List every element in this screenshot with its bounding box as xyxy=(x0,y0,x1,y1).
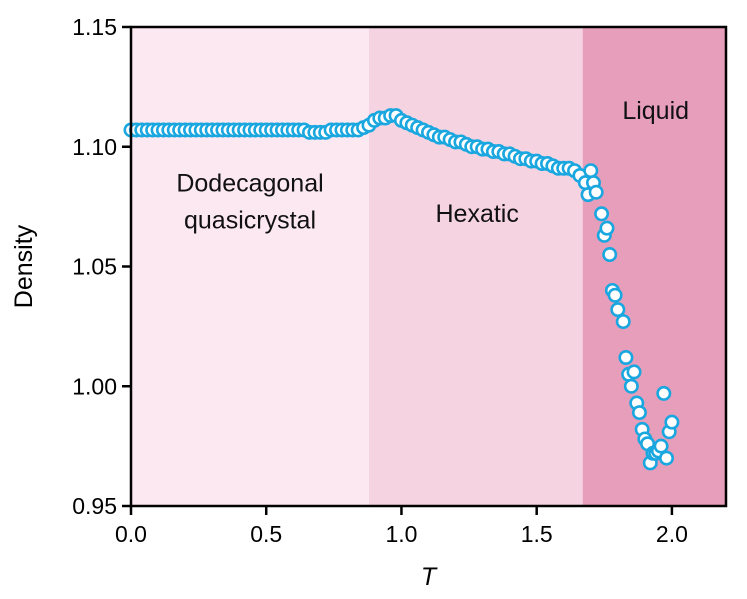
data-point xyxy=(623,378,639,394)
data-point xyxy=(626,364,642,380)
data-point xyxy=(618,350,634,366)
x-tick-label: 1.0 xyxy=(385,521,417,547)
data-point xyxy=(664,414,680,430)
data-point xyxy=(602,247,618,263)
data-point xyxy=(588,184,604,200)
data-point xyxy=(656,385,672,401)
region-label-1-line-0: Hexatic xyxy=(435,200,518,228)
x-axis-ticks: 0.0 0.5 1.0 1.5 2.0 xyxy=(115,506,688,547)
y-tick-label: 0.95 xyxy=(72,493,117,519)
region-hexatic xyxy=(369,27,583,506)
x-tick-label: 2.0 xyxy=(656,521,688,547)
data-point xyxy=(658,450,674,466)
data-point xyxy=(594,206,610,222)
region-dodecagonal-quasicrystal xyxy=(131,27,369,506)
y-axis-label: Density xyxy=(10,224,38,308)
y-tick-label: 1.00 xyxy=(72,373,117,399)
phase-region-labels: Dodecagonal quasicrystal Hexatic Liquid xyxy=(176,97,689,235)
data-point xyxy=(631,405,647,421)
region-label-0-line-1: quasicrystal xyxy=(184,206,316,234)
y-tick-label: 1.10 xyxy=(72,134,117,160)
data-point xyxy=(583,163,599,179)
data-points xyxy=(123,108,680,471)
region-liquid xyxy=(582,27,726,506)
x-tick-label: 0.0 xyxy=(115,521,147,547)
region-label-0-line-0: Dodecagonal xyxy=(176,169,323,197)
y-tick-label: 1.05 xyxy=(72,254,117,280)
y-axis-ticks: 0.95 1.00 1.05 1.10 1.15 xyxy=(72,14,131,519)
data-point xyxy=(610,302,626,318)
x-axis-label: T xyxy=(421,563,438,591)
x-tick-label: 0.5 xyxy=(250,521,282,547)
phase-regions xyxy=(131,27,726,506)
data-point xyxy=(599,220,615,236)
x-tick-label: 1.5 xyxy=(521,521,553,547)
region-label-2-line-0: Liquid xyxy=(622,97,689,125)
y-tick-label: 1.15 xyxy=(72,14,117,40)
data-point xyxy=(615,314,631,330)
data-point xyxy=(653,438,669,454)
data-point xyxy=(607,287,623,303)
